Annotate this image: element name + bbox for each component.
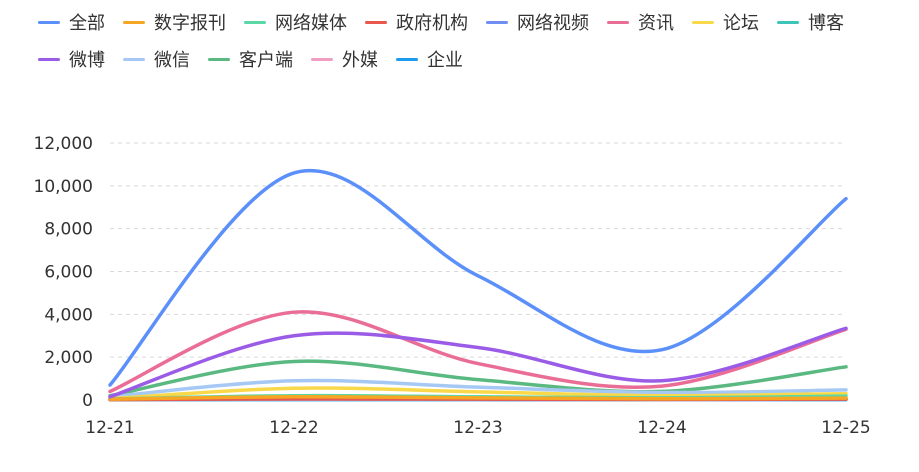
legend-line-icon [311,57,333,61]
series-line[interactable] [108,386,848,401]
legend-label: 数字报刊 [154,13,226,34]
series-line[interactable] [108,359,848,398]
legend-line-icon [38,57,60,61]
x-tick-label: 12-24 [637,418,686,438]
y-tick-label: 12,000 [34,134,93,154]
legend-label: 微信 [154,50,190,71]
legend-item[interactable]: 全部 [38,10,105,34]
legend-line-icon [244,20,266,24]
y-tick-label: 4,000 [44,305,93,325]
legend-item[interactable]: 网络媒体 [244,10,347,34]
series-line[interactable] [108,310,848,394]
legend-item[interactable]: 客户端 [208,47,293,71]
legend-row-1: 全部 数字报刊 网络媒体 政府机构 网络视频 资讯 论坛 博客 [38,10,862,34]
legend-row-2: 微博 微信 客户端 外媒 企业 [38,47,481,71]
legend-label: 全部 [69,13,105,34]
legend-item[interactable]: 企业 [396,47,463,71]
legend-item[interactable]: 论坛 [692,10,759,34]
legend-label: 企业 [427,50,463,71]
y-tick-label: 10,000 [34,177,93,197]
x-tick-label: 12-25 [821,418,870,438]
legend-label: 政府机构 [396,13,468,34]
legend-label: 网络媒体 [275,13,347,34]
series-lines [108,169,848,402]
series-line[interactable] [108,378,848,399]
y-tick-label: 6,000 [44,263,93,283]
legend-label: 博客 [808,13,844,34]
legend-item[interactable]: 外媒 [311,47,378,71]
legend-line-icon [396,57,418,61]
legend-item[interactable]: 博客 [777,10,844,34]
series-line[interactable] [108,326,848,399]
legend-label: 客户端 [239,50,293,71]
series-line[interactable] [108,169,848,387]
legend-item[interactable]: 微信 [123,47,190,71]
y-axis: 0 2,000 4,000 6,000 8,000 10,000 12,000 [34,134,93,411]
x-axis: 12-21 12-22 12-23 12-24 12-25 [85,418,870,438]
legend-line-icon [38,20,60,24]
legend-line-icon [607,20,629,24]
series-line[interactable] [108,395,848,401]
legend-label: 外媒 [342,50,378,71]
legend-line-icon [123,20,145,24]
x-tick-label: 12-22 [269,418,318,438]
legend-line-icon [208,57,230,61]
y-tick-label: 8,000 [44,220,93,240]
legend-line-icon [777,20,799,24]
x-tick-label: 12-21 [85,418,134,438]
legend-line-icon [123,57,145,61]
legend-item[interactable]: 微博 [38,47,105,71]
legend-item[interactable]: 数字报刊 [123,10,226,34]
y-tick-label: 2,000 [44,348,93,368]
legend-label: 资讯 [638,13,674,34]
grid-lines [110,142,846,401]
y-tick-label: 0 [82,391,93,411]
legend-line-icon [692,20,714,24]
legend-label: 微博 [69,50,105,71]
legend-line-icon [365,20,387,24]
legend-item[interactable]: 网络视频 [486,10,589,34]
x-tick-label: 12-23 [453,418,502,438]
legend-label: 网络视频 [517,13,589,34]
legend-item[interactable]: 政府机构 [365,10,468,34]
legend-line-icon [486,20,508,24]
legend-item[interactable]: 资讯 [607,10,674,34]
legend-label: 论坛 [723,13,759,34]
